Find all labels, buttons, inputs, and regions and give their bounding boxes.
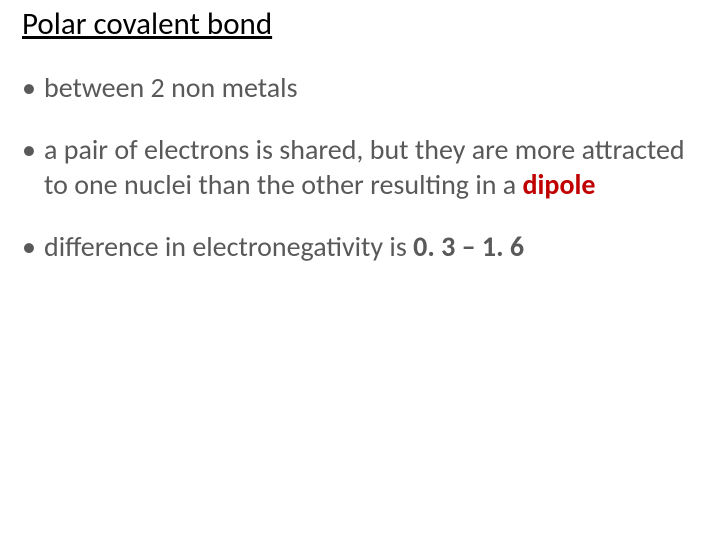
slide-title: Polar covalent bond [22,6,698,43]
list-item: a pair of electrons is shared, but they … [22,133,698,201]
bullet-list: between 2 non metals a pair of electrons… [22,71,698,264]
highlight-range: 0. 3 – 1. 6 [413,229,524,264]
highlight-dipole: dipole [523,167,596,202]
list-item: difference in electronegativity is 0. 3 … [22,230,698,264]
slide: Polar covalent bond between 2 non metals… [0,0,720,540]
bullet-text: difference in electronegativity is [44,229,413,264]
list-item: between 2 non metals [22,71,698,105]
bullet-text: between 2 non metals [44,70,298,105]
